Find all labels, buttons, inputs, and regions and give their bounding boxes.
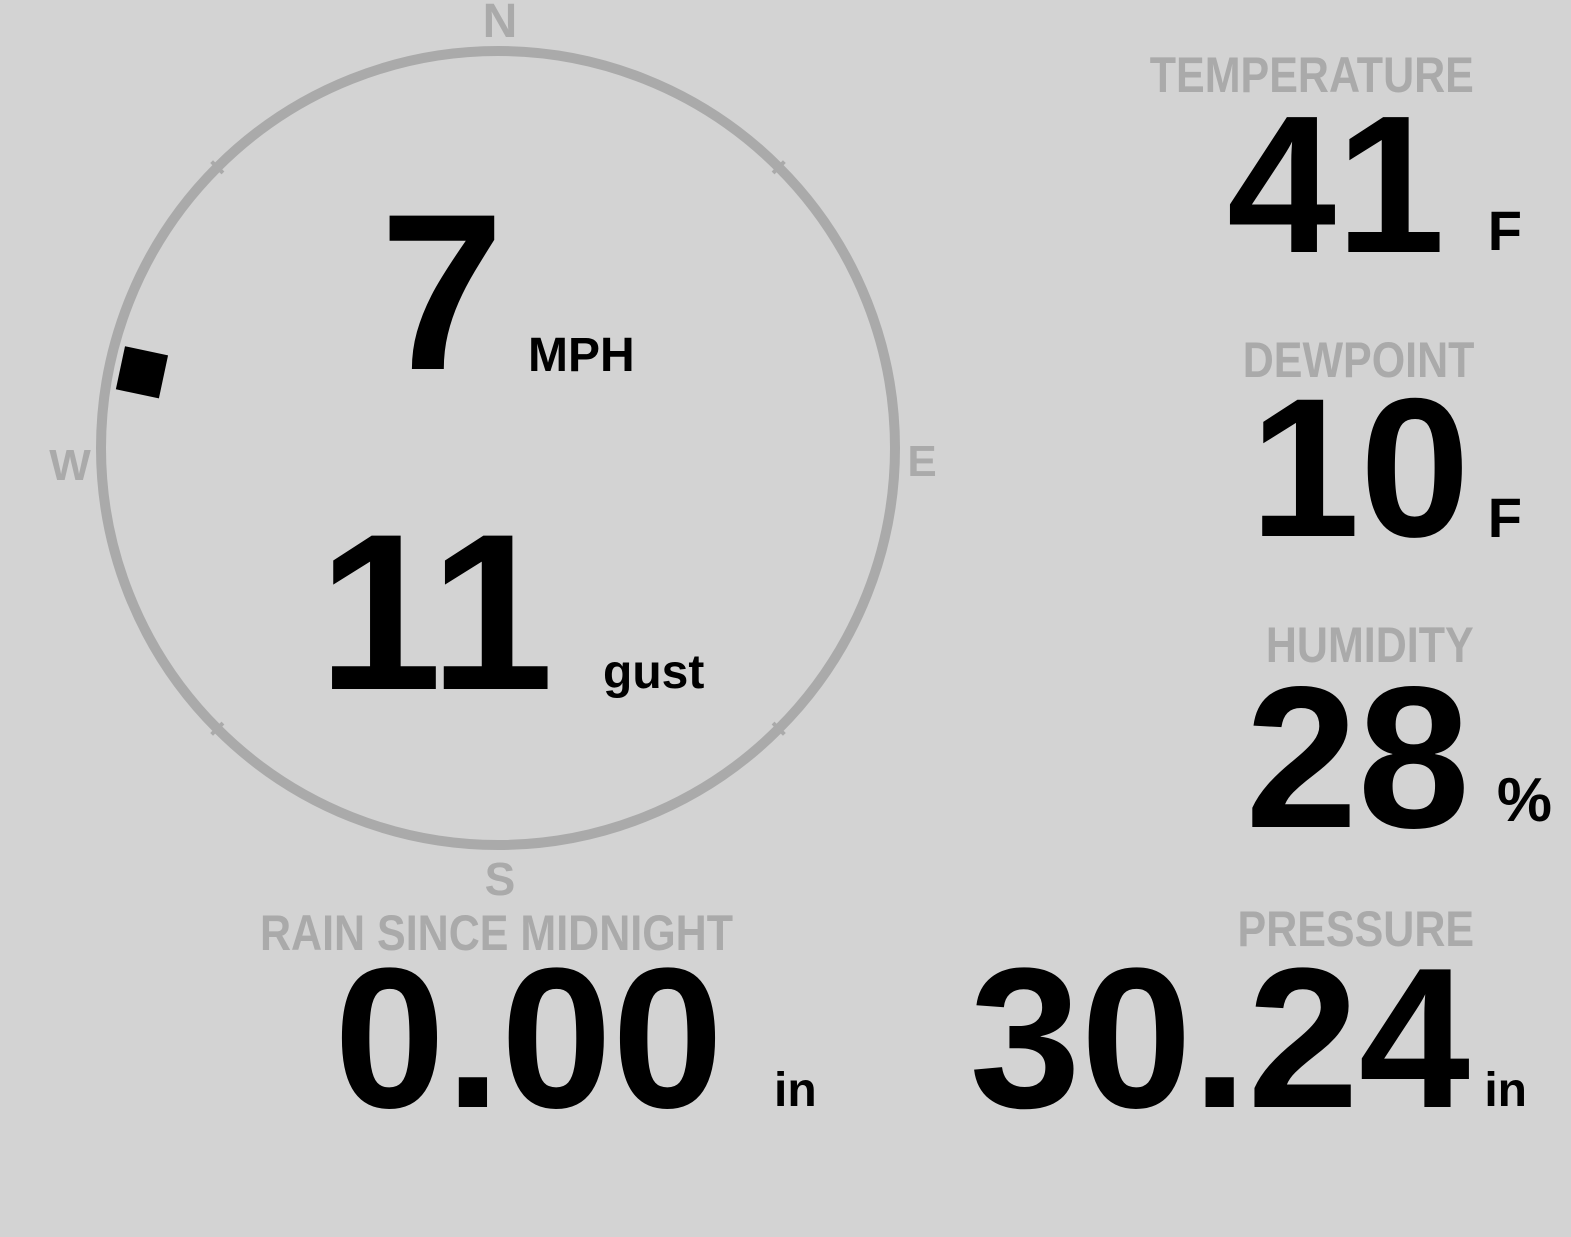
compass-tick	[210, 160, 225, 175]
dewpoint-value: 10	[1249, 357, 1470, 578]
compass-east-label: E	[907, 437, 937, 486]
compass-tick	[771, 721, 786, 736]
temperature-unit: F	[1487, 199, 1522, 262]
rain-value: 0.00	[334, 927, 724, 1150]
wind-speed-unit: MPH	[528, 329, 635, 382]
humidity-label: HUMIDITY	[1266, 617, 1474, 673]
compass-tick	[771, 160, 786, 175]
wind-direction-marker	[115, 346, 169, 399]
wind-gust-unit: gust	[603, 646, 705, 699]
compass-south-label: S	[484, 853, 516, 905]
rain-label: RAIN SINCE MIDNIGHT	[260, 905, 733, 961]
compass-west-label: W	[49, 441, 91, 490]
compass-tick	[210, 721, 225, 736]
wind-speed-value: 7	[380, 168, 505, 417]
compass-north-label: N	[482, 0, 518, 48]
wind-gust-value: 11	[318, 488, 554, 737]
pressure-unit: in	[1484, 1064, 1527, 1117]
temperature-label: TEMPERATURE	[1149, 47, 1474, 103]
pressure-label: PRESSURE	[1237, 901, 1474, 957]
dewpoint-unit: F	[1487, 486, 1522, 549]
compass-ring	[96, 46, 900, 850]
pressure-value: 30.24	[969, 927, 1471, 1150]
rain-unit: in	[774, 1064, 817, 1117]
humidity-value: 28	[1245, 644, 1470, 870]
dewpoint-label: DEWPOINT	[1242, 332, 1474, 388]
temperature-value: 41	[1226, 75, 1445, 294]
humidity-unit: %	[1496, 766, 1552, 835]
